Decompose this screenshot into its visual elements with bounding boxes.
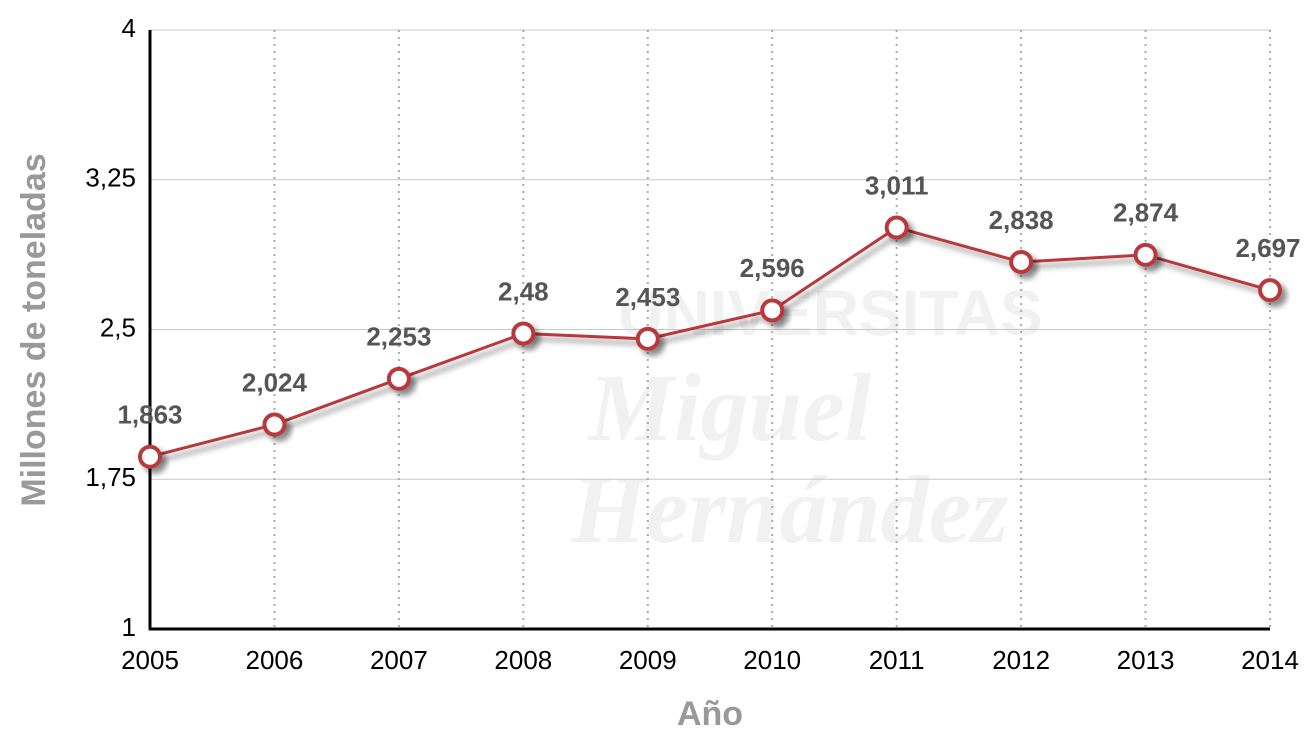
x-tick-label: 2013 xyxy=(1117,645,1175,675)
data-label: 3,011 xyxy=(865,170,929,200)
point xyxy=(262,412,287,437)
point xyxy=(138,444,162,469)
x-tick-label: 2010 xyxy=(743,645,801,675)
data-label: 2,697 xyxy=(1235,233,1300,263)
data-label: 1,863 xyxy=(117,400,182,430)
point xyxy=(884,215,909,240)
data-label: 2,874 xyxy=(1113,198,1179,228)
point xyxy=(386,366,411,391)
x-tick-label: 2005 xyxy=(121,645,179,675)
point xyxy=(1258,278,1282,303)
data-label: 2,253 xyxy=(366,322,431,352)
y-tick-label: 3,25 xyxy=(85,163,136,193)
x-tick-label: 2007 xyxy=(370,645,428,675)
y-tick-label: 1 xyxy=(122,612,136,642)
y-tick-label: 1,75 xyxy=(85,462,136,492)
point xyxy=(511,321,536,346)
x-tick-label: 2009 xyxy=(619,645,677,675)
x-tick-label: 2006 xyxy=(246,645,304,675)
data-label: 2,48 xyxy=(498,276,549,306)
watermark-text: Miguel xyxy=(587,354,872,461)
point xyxy=(1009,250,1034,275)
x-tick-label: 2014 xyxy=(1241,645,1299,675)
watermark-text: UNIVERSITAS xyxy=(617,277,1043,349)
y-axis-label: Millones de toneladas xyxy=(15,153,53,506)
data-label: 2,596 xyxy=(740,253,805,283)
data-label: 2,453 xyxy=(615,282,680,312)
point xyxy=(1133,242,1158,267)
y-tick-label: 2,5 xyxy=(100,312,136,342)
data-label: 2,024 xyxy=(242,367,308,397)
point xyxy=(760,298,785,323)
y-tick-label: 4 xyxy=(122,13,136,43)
watermark: UNIVERSITAS Miguel Hernández xyxy=(570,277,1042,563)
x-axis-label: Año xyxy=(677,695,743,733)
watermark-text: Hernández xyxy=(570,456,1008,563)
line xyxy=(149,225,1271,459)
x-tick-label: 2011 xyxy=(869,645,925,675)
x-tick-label: 2008 xyxy=(494,645,552,675)
x-tick-label: 2012 xyxy=(992,645,1050,675)
point xyxy=(635,326,660,351)
data-label: 2,838 xyxy=(989,205,1054,235)
